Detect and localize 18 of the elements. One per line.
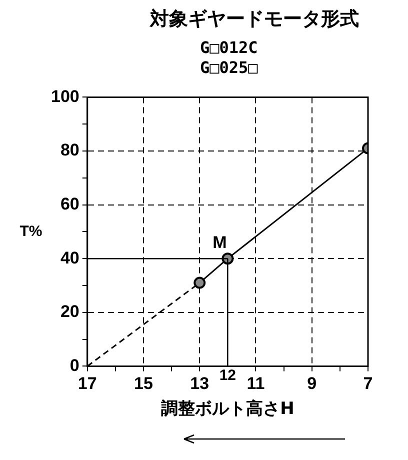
y-tick-label: 60: [60, 194, 80, 214]
y-axis-title: T%: [20, 222, 42, 240]
y-tick-label: 80: [60, 140, 80, 160]
x-tick-label: 15: [134, 374, 153, 394]
x-tick-label: 13: [190, 374, 210, 394]
chart-title: 対象ギヤードモータ形式: [150, 7, 359, 32]
y-tick-label: 100: [50, 86, 80, 106]
x-axis-title: 調整ボルト高さH: [161, 399, 294, 420]
x-tick-label: 9: [307, 374, 317, 394]
x-tick-label: 17: [78, 374, 97, 394]
y-tick-label: 40: [60, 248, 80, 268]
chart-subtitle: G□012C G□025□: [200, 38, 258, 78]
x-tick-label: 11: [246, 374, 265, 394]
y-tick-label: 0: [70, 356, 80, 375]
ref-line-label: 12: [219, 366, 236, 384]
y-tick-label: 20: [60, 302, 80, 322]
x-tick-label: 7: [363, 374, 373, 394]
annotation: M: [212, 232, 227, 252]
